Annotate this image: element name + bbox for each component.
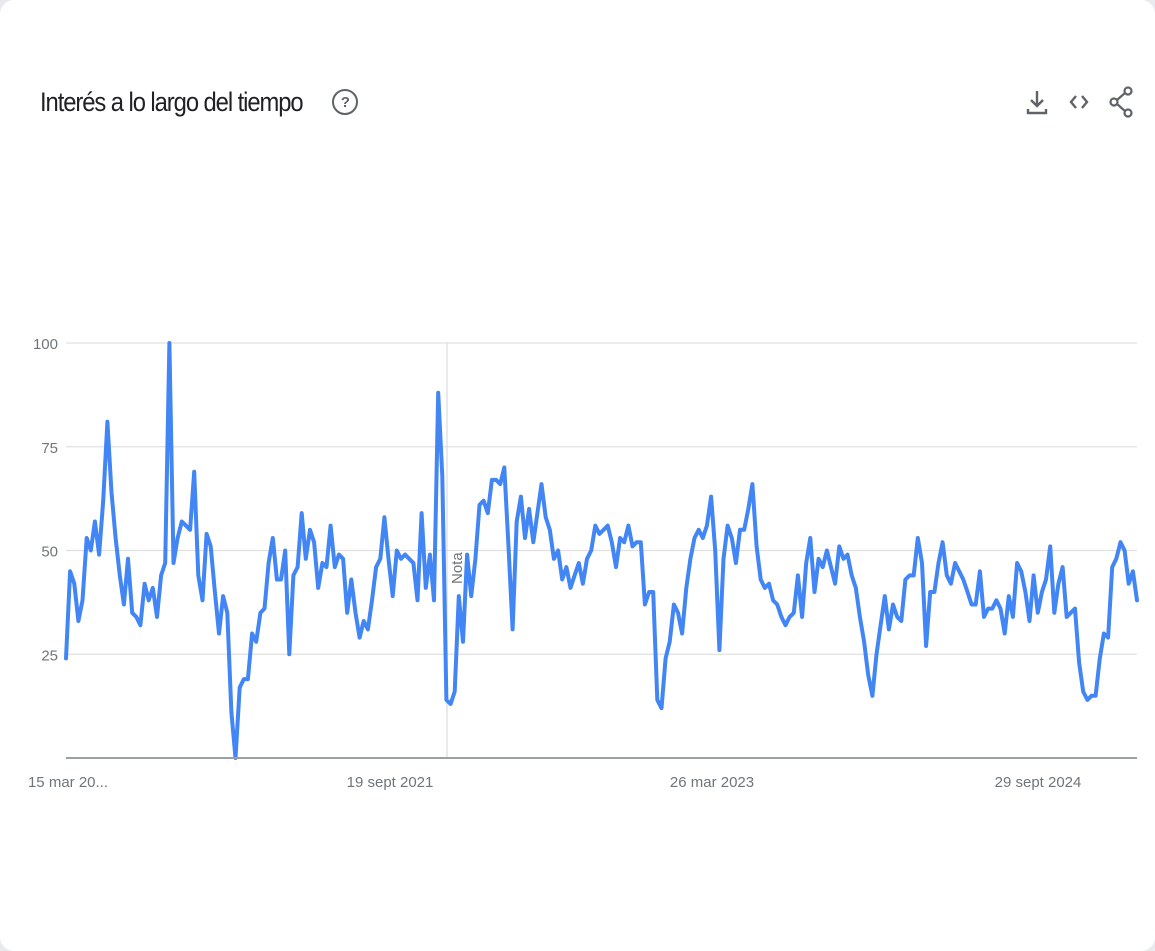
share-icon[interactable] (1107, 84, 1135, 120)
x-axis-ticks: 15 mar 20... 19 sept 2021 26 mar 2023 29 se… (28, 774, 1081, 791)
download-icon[interactable] (1023, 84, 1051, 120)
title-row: Interés a lo largo del tiempo ? (40, 82, 359, 122)
x-tick-label: 29 sept 2024 (995, 774, 1082, 791)
y-tick-label: 50 (41, 544, 58, 561)
chart-title: Interés a lo largo del tiempo (40, 86, 304, 117)
y-tick-label: 75 (41, 440, 58, 457)
x-tick-label: 26 mar 2023 (670, 774, 754, 791)
y-tick-label: 25 (41, 647, 58, 664)
grid-lines (66, 342, 1137, 655)
question-circle-icon[interactable]: ? (332, 89, 359, 115)
x-tick-label: 19 sept 2021 (347, 774, 434, 791)
series-line (64, 341, 1139, 760)
chart-actions (1023, 84, 1135, 120)
y-axis-ticks: 25 50 75 100 (33, 336, 58, 664)
embed-code-icon[interactable] (1065, 84, 1093, 120)
x-tick-label: 15 mar 20... (28, 774, 108, 791)
y-tick-label: 100 (33, 336, 58, 353)
annotation-label: Nota (449, 552, 466, 584)
